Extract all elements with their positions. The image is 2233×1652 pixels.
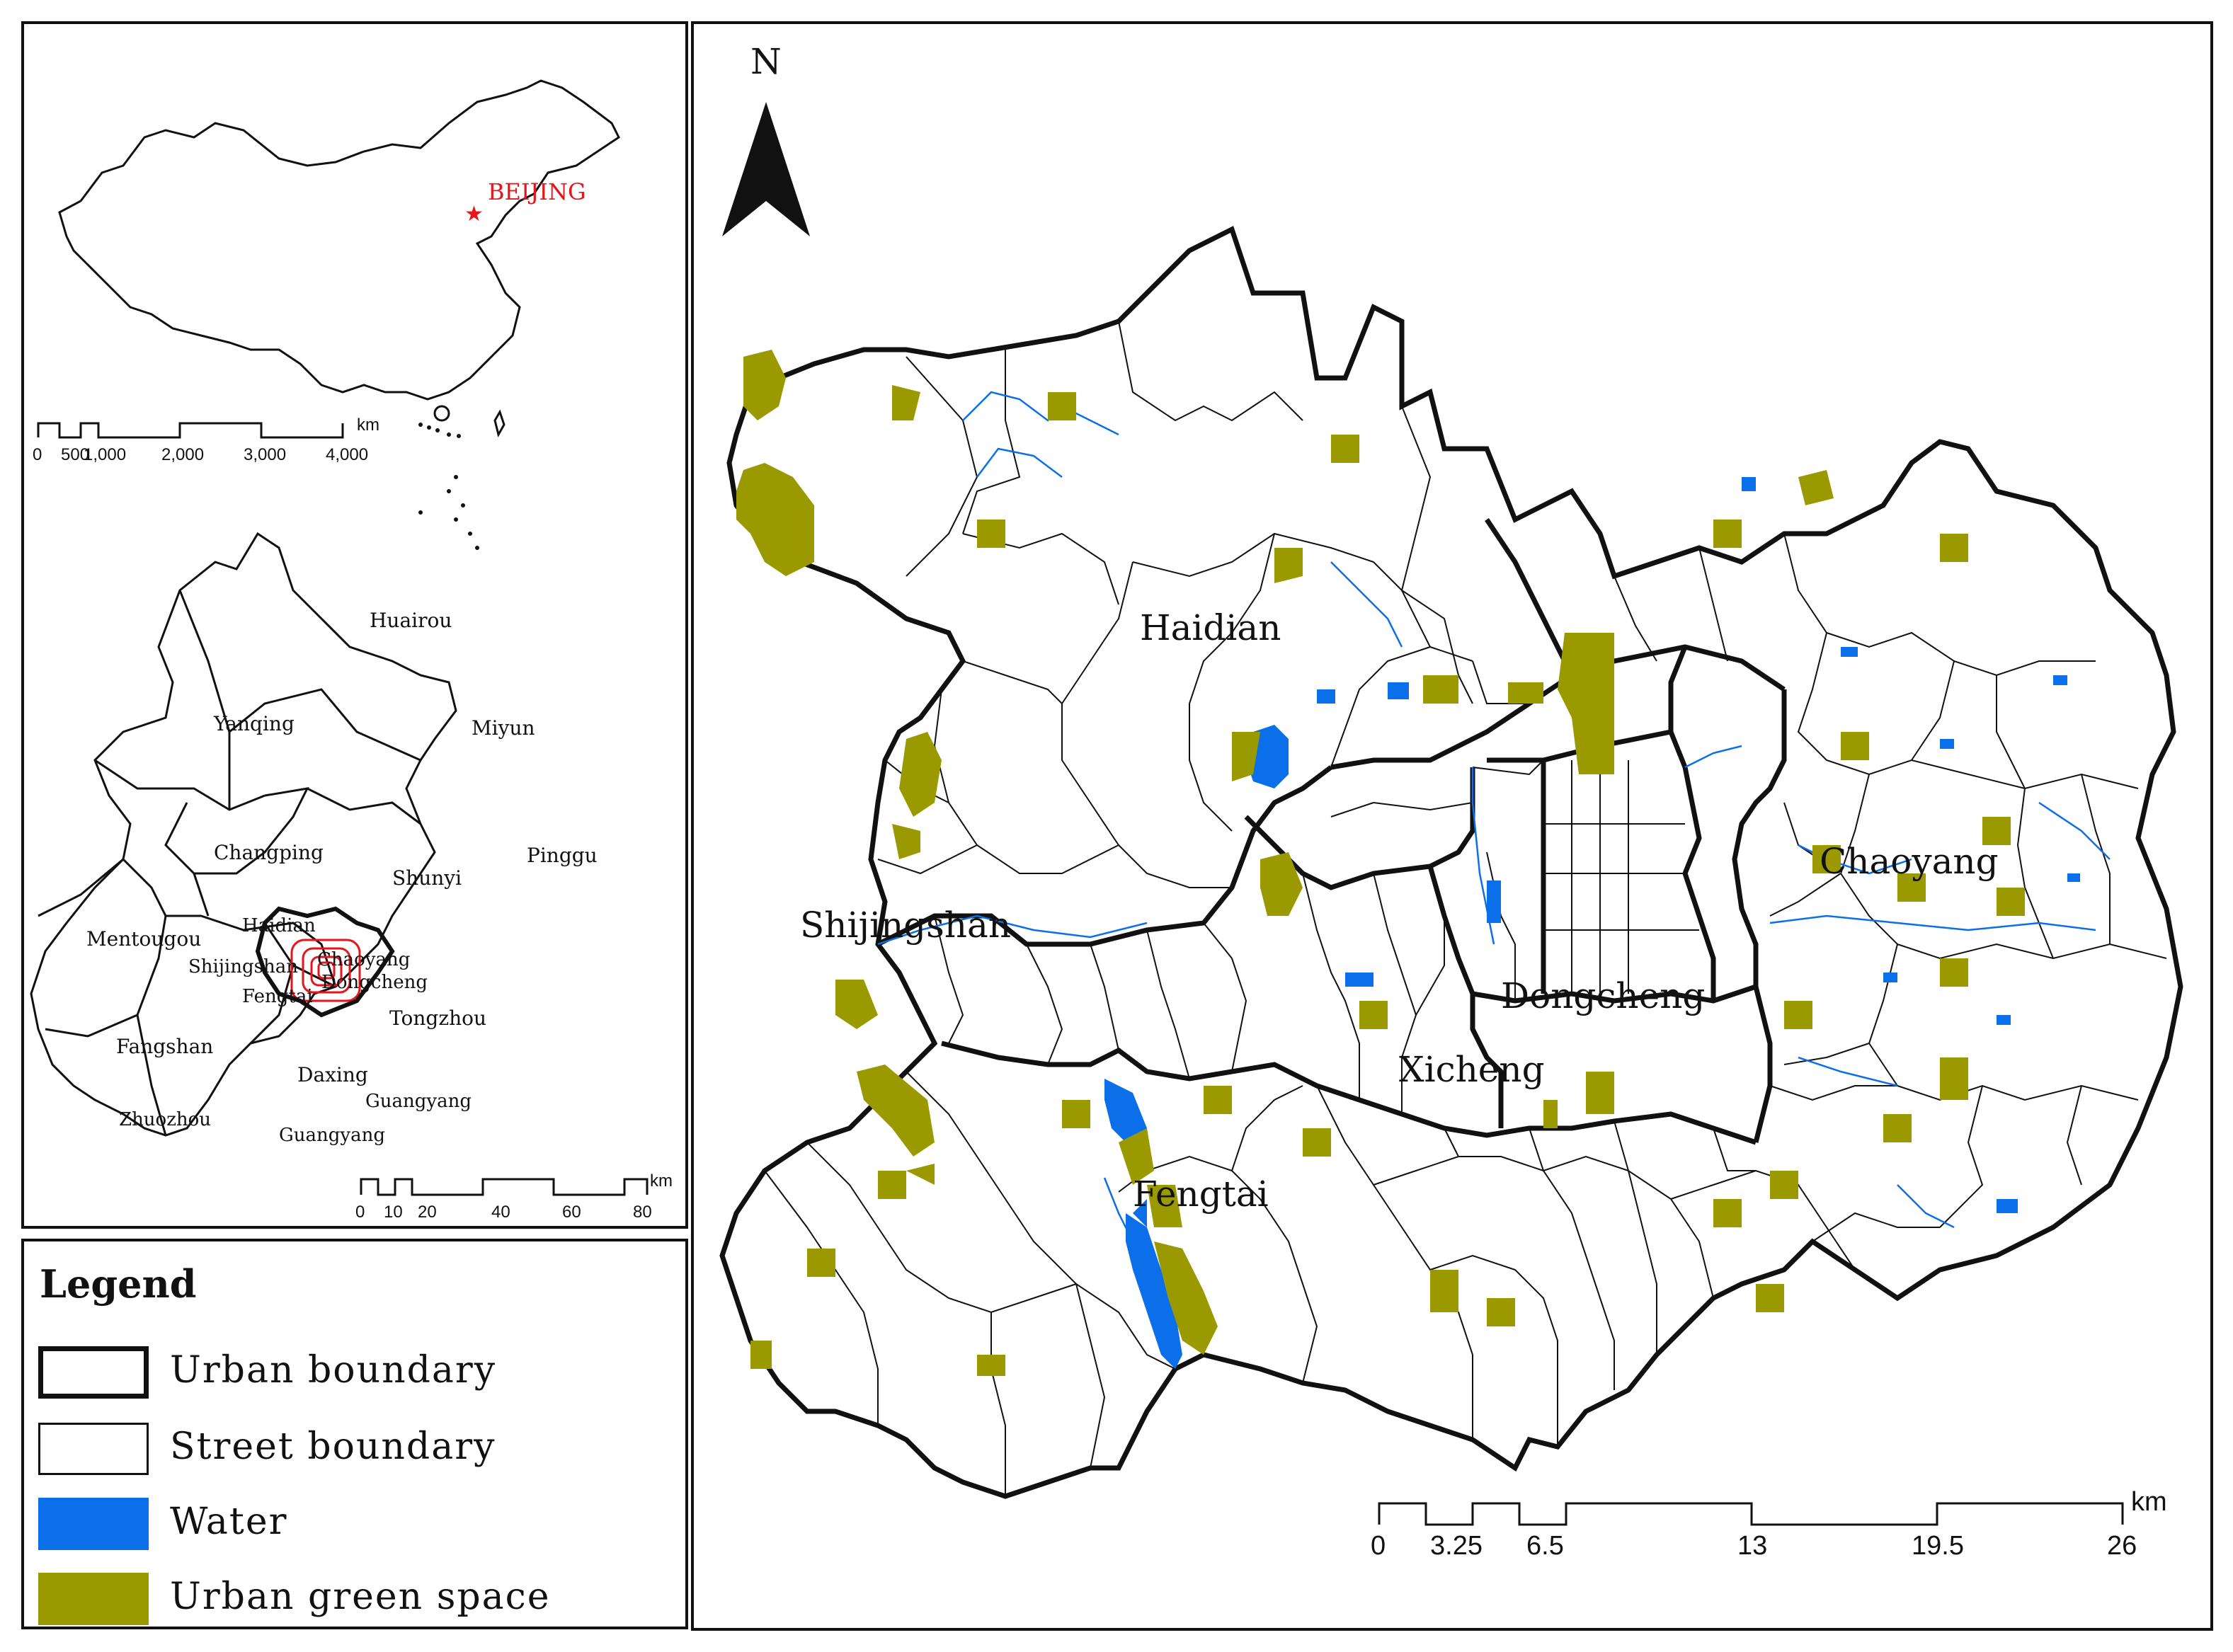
district-chaoyang: Chaoyang bbox=[317, 949, 410, 970]
china-scale-unit: km bbox=[357, 415, 379, 435]
china-scale-tick-0: 0 bbox=[33, 445, 42, 464]
district-guangyang-2: Guangyang bbox=[279, 1125, 385, 1146]
north-label: N bbox=[750, 41, 782, 82]
district-fengtai: Fengtai bbox=[242, 986, 313, 1007]
label-dongcheng: Dongcheng bbox=[1501, 975, 1705, 1016]
main-scale-tick-13: 13 bbox=[1737, 1531, 1767, 1561]
district-changping: Changping bbox=[214, 841, 324, 864]
beijing-scale-tick-20: 20 bbox=[418, 1203, 437, 1222]
main-map-svg: N bbox=[719, 41, 2183, 1561]
legend-label-green-space: Urban green space bbox=[170, 1576, 551, 1618]
south-sea-islands bbox=[418, 423, 479, 550]
urban-boundary-inset bbox=[255, 906, 395, 1018]
study-area-outline bbox=[719, 226, 2183, 1499]
main-scale-tick-3-25: 3.25 bbox=[1430, 1531, 1483, 1561]
main-scale-unit: km bbox=[2131, 1487, 2167, 1517]
legend-item-urban-boundary: Urban boundary bbox=[38, 1346, 675, 1404]
district-shunyi: Shunyi bbox=[392, 866, 462, 890]
beijing-star-icon: ★ bbox=[464, 202, 484, 226]
district-tongzhou: Tongzhou bbox=[389, 1006, 486, 1030]
water-swatch bbox=[38, 1498, 149, 1550]
beijing-scale-tick-40: 40 bbox=[491, 1203, 510, 1222]
district-yanqing: Yanqing bbox=[213, 712, 295, 735]
label-haidian: Haidian bbox=[1140, 607, 1281, 648]
legend-label-water: Water bbox=[170, 1501, 288, 1543]
beijing-scale-tick-0: 0 bbox=[355, 1203, 365, 1222]
main-scale-tick-0: 0 bbox=[1371, 1531, 1386, 1561]
district-fangshan: Fangshan bbox=[116, 1035, 213, 1058]
label-chaoyang: Chaoyang bbox=[1820, 841, 1999, 882]
street-boundary-swatch bbox=[38, 1423, 149, 1475]
district-guangyang-1: Guangyang bbox=[365, 1091, 472, 1112]
district-pinggu: Pinggu bbox=[527, 844, 598, 867]
district-zhuozhou: Zhuozhou bbox=[119, 1109, 211, 1130]
china-scale-tick-4000: 4,000 bbox=[326, 445, 368, 464]
main-scale-tick-6-5: 6.5 bbox=[1526, 1531, 1564, 1561]
green-space-swatch bbox=[38, 1573, 149, 1625]
label-shijingshan: Shijingshan bbox=[800, 905, 1011, 946]
main-scale-tick-19-5: 19.5 bbox=[1912, 1531, 1964, 1561]
china-scale-tick-2000: 2,000 bbox=[161, 445, 204, 464]
label-xicheng: Xicheng bbox=[1399, 1049, 1545, 1090]
beijing-scale-tick-80: 80 bbox=[633, 1203, 652, 1222]
legend-panel: Legend Urban boundary Street boundary Wa… bbox=[21, 1239, 688, 1629]
legend-item-green-space: Urban green space bbox=[38, 1573, 675, 1631]
district-daxing: Daxing bbox=[297, 1063, 368, 1086]
green-space-patches bbox=[736, 350, 2025, 1376]
urban-boundary-swatch bbox=[38, 1346, 149, 1399]
taiwan-island bbox=[493, 409, 506, 437]
legend-item-water: Water bbox=[38, 1498, 675, 1556]
beijing-location-label: BEIJING bbox=[488, 178, 586, 205]
beijing-scale-unit: km bbox=[650, 1171, 673, 1191]
inset-map-svg: ★ BEIJING km 0 500 1,000 2,000 3,000 4,0… bbox=[30, 79, 673, 1222]
district-haidian: Haidian bbox=[242, 915, 316, 936]
ring-roads bbox=[290, 939, 361, 1002]
beijing-scale-bar bbox=[360, 1178, 649, 1196]
district-mentougou: Mentougou bbox=[86, 927, 201, 951]
district-huairou: Huairou bbox=[370, 609, 452, 632]
legend-label-street-boundary: Street boundary bbox=[170, 1426, 496, 1468]
beijing-scale-tick-10: 10 bbox=[384, 1203, 403, 1222]
district-dongcheng: Dongcheng bbox=[321, 972, 428, 993]
north-arrow-icon bbox=[722, 102, 810, 236]
china-scale-bar bbox=[37, 422, 344, 439]
beijing-scale-tick-60: 60 bbox=[562, 1203, 581, 1222]
china-scale-tick-3000: 3,000 bbox=[244, 445, 286, 464]
legend-label-urban-boundary: Urban boundary bbox=[170, 1349, 497, 1392]
legend-item-street-boundary: Street boundary bbox=[38, 1423, 675, 1481]
china-scale-tick-1000: 1,000 bbox=[84, 445, 126, 464]
label-fengtai: Fengtai bbox=[1133, 1174, 1269, 1215]
district-miyun: Miyun bbox=[472, 716, 535, 740]
hainan-island bbox=[433, 405, 450, 422]
main-map-panel: N bbox=[691, 21, 2213, 1631]
china-outline bbox=[58, 79, 620, 401]
main-scale-tick-26: 26 bbox=[2107, 1531, 2137, 1561]
street-boundaries bbox=[764, 321, 2167, 1496]
inset-map-panel: ★ BEIJING km 0 500 1,000 2,000 3,000 4,0… bbox=[21, 21, 688, 1229]
china-scale-tick-500: 500 bbox=[61, 445, 89, 464]
district-shijingshan: Shijingshan bbox=[188, 956, 298, 977]
beijing-district-lines bbox=[38, 590, 421, 1136]
legend-title: Legend bbox=[40, 1261, 197, 1307]
main-scale-bar bbox=[1378, 1502, 2124, 1526]
